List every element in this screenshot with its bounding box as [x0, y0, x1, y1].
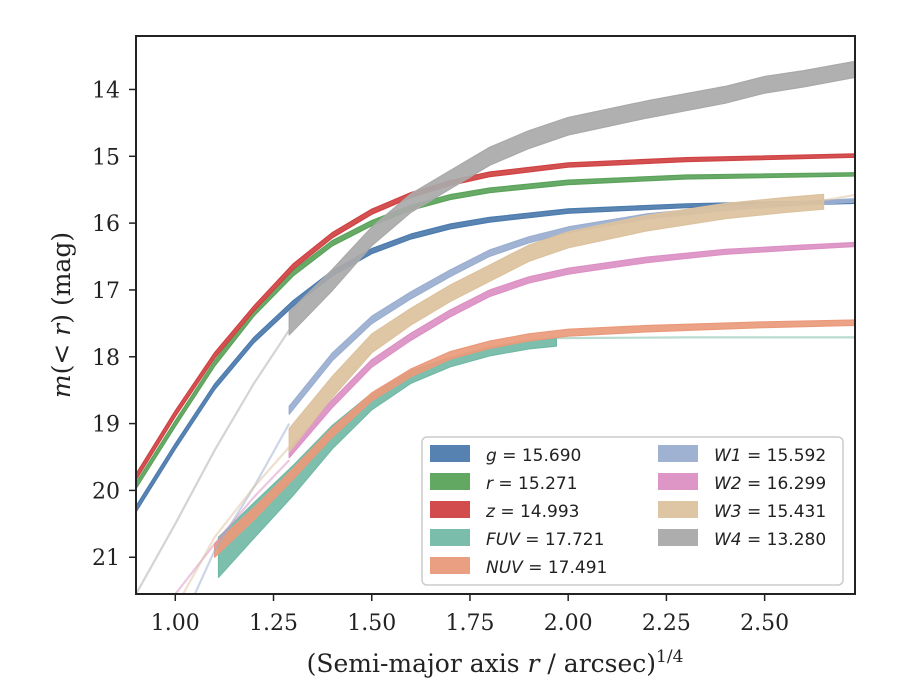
- x-tick-label: 1.00: [151, 611, 200, 636]
- legend-swatch-g: [430, 445, 470, 462]
- y-axis-label: m(< r) (mag): [47, 232, 76, 398]
- legend-label-w4: W4 = 13.280: [714, 530, 826, 550]
- series-fuv-faint-line: [556, 336, 855, 340]
- x-tick-label: 2.00: [544, 611, 593, 636]
- legend-swatch-w4: [658, 529, 698, 546]
- legend: g = 15.690 r = 15.271 z = 14.993 FUV = 17.7…: [421, 436, 844, 586]
- y-tick-label: 20: [92, 479, 120, 504]
- x-axis: 1.00 1.25 1.50 1.75 2.00 2.25 2.50: [151, 594, 789, 636]
- x-axis-label: (Semi-major axis r / arcsec)1/4: [307, 647, 684, 678]
- legend-swatch-w2: [658, 473, 698, 490]
- x-tick-label: 1.25: [249, 611, 298, 636]
- y-tick-label: 19: [92, 413, 120, 438]
- legend-label-w2: W2 = 16.299: [714, 474, 826, 494]
- series-layer: [136, 60, 855, 594]
- y-tick-label: 15: [92, 145, 120, 170]
- series-w3-band: [288, 193, 825, 453]
- legend-label-fuv: FUV = 17.721: [486, 530, 604, 550]
- legend-swatch-r: [430, 473, 470, 490]
- series-w3-faint-tail: [823, 193, 855, 202]
- y-tick-label: 21: [92, 546, 120, 571]
- legend-swatch-w1: [658, 445, 698, 462]
- legend-box: [421, 436, 844, 586]
- legend-swatch-w3: [658, 501, 698, 518]
- x-tick-label: 2.25: [642, 611, 691, 636]
- legend-swatch-fuv: [430, 529, 470, 546]
- series-w4-band: [288, 60, 855, 336]
- x-tick-label: 1.50: [347, 611, 396, 636]
- plot-frame: [135, 35, 856, 595]
- legend-label-w1: W1 = 15.592: [714, 446, 826, 466]
- series-w3-faint-line: [182, 446, 291, 594]
- legend-label-z: z = 14.993: [485, 502, 579, 522]
- legend-swatch-nuv: [430, 557, 470, 574]
- series-w1-band: [288, 198, 855, 415]
- y-tick-label: 17: [92, 279, 120, 304]
- legend-label-nuv: NUV = 17.491: [486, 558, 607, 578]
- series-z-band: [136, 153, 855, 481]
- x-tick-label: 1.75: [445, 611, 494, 636]
- series-nuv-band: [214, 319, 855, 558]
- series-g-band: [136, 199, 855, 513]
- y-tick-label: 16: [92, 212, 120, 237]
- series-w2-band: [288, 241, 855, 459]
- y-axis: 14 15 16 17 18 19 20 21: [92, 78, 136, 571]
- y-tick-label: 18: [92, 346, 120, 371]
- x-tick-label: 2.50: [740, 611, 789, 636]
- series-r-band: [136, 172, 855, 490]
- legend-label-g: g = 15.690: [486, 446, 581, 466]
- y-tick-label: 14: [92, 78, 120, 103]
- legend-swatch-z: [430, 501, 470, 518]
- series-w2-faint-line: [174, 459, 290, 594]
- legend-label-r: r = 15.271: [486, 474, 578, 494]
- legend-label-w3: W3 = 15.431: [714, 502, 826, 522]
- series-w4-faint-line: [136, 329, 291, 594]
